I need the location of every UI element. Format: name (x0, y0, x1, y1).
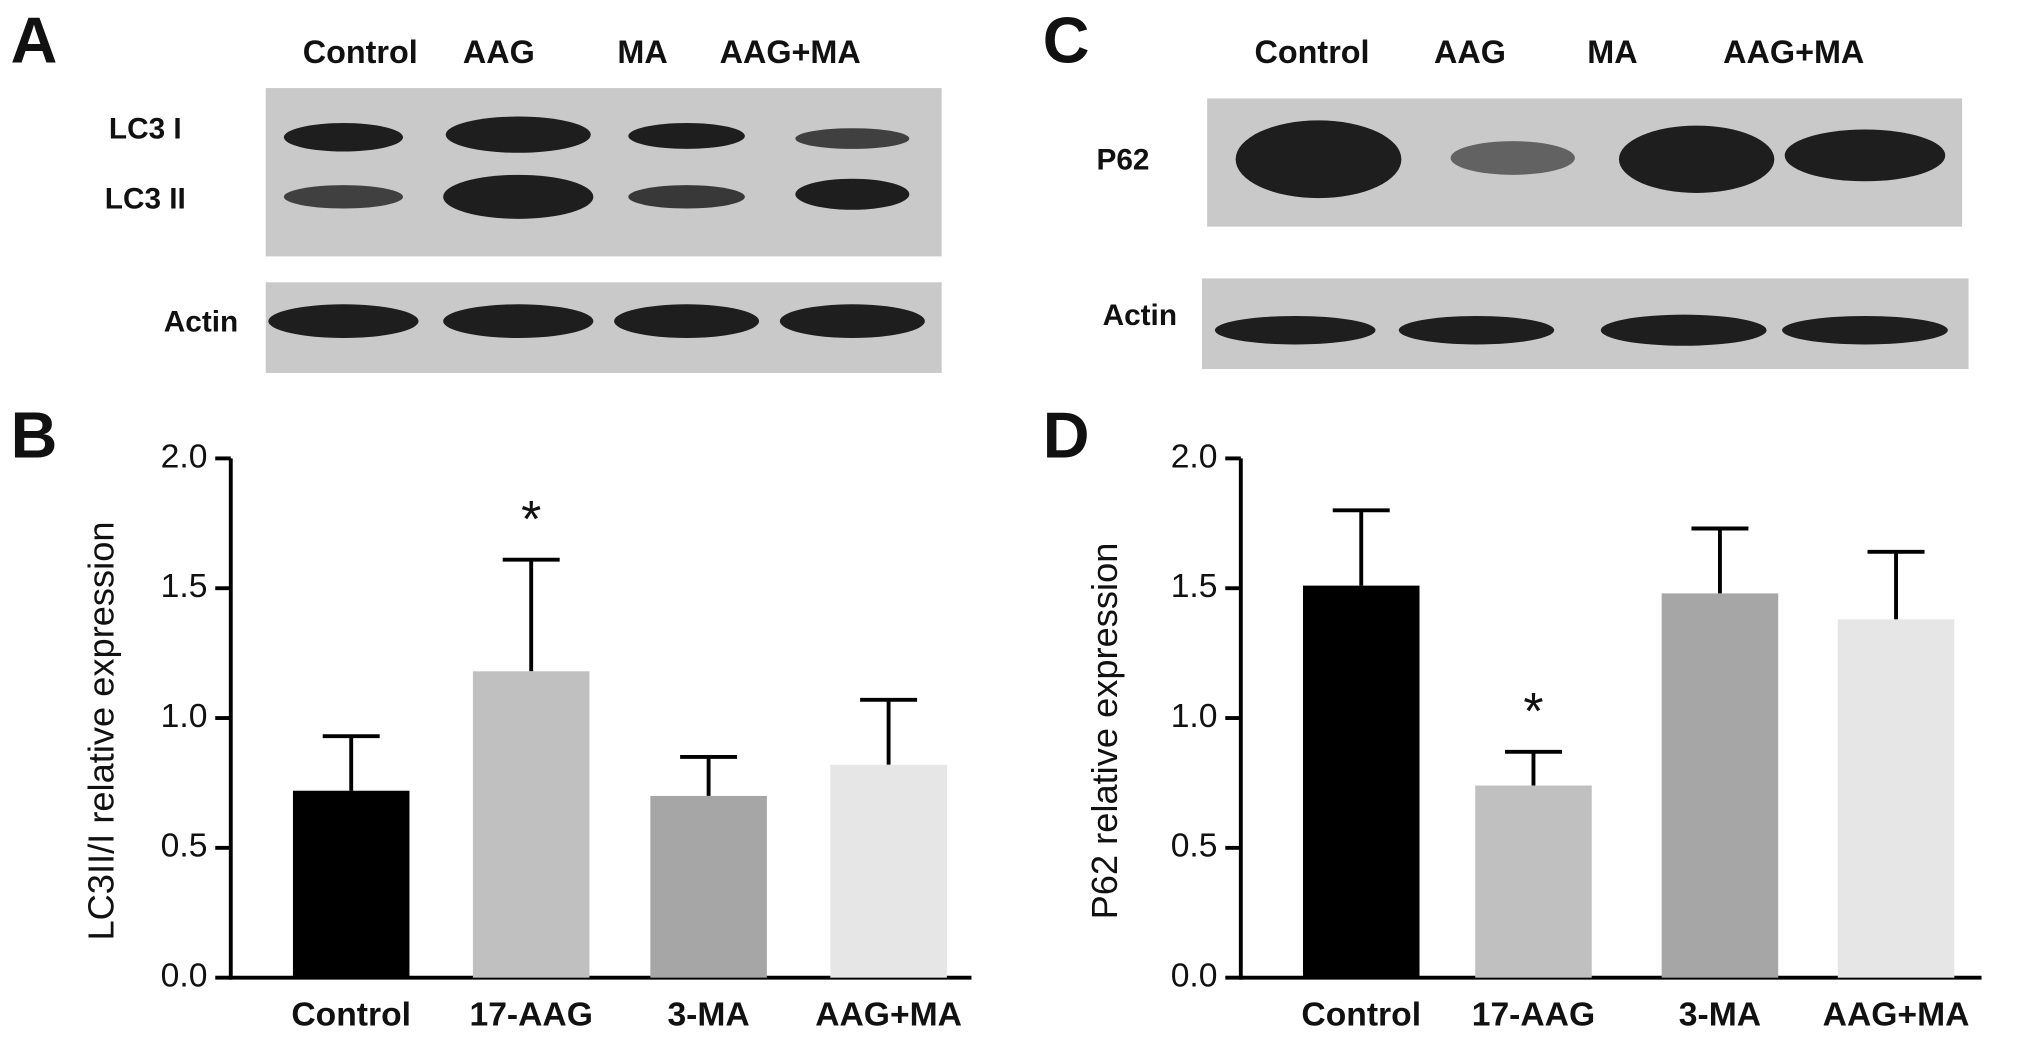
annotation: * (1523, 682, 1543, 740)
band (443, 174, 594, 219)
y-axis-title: P62 relative expression (1084, 543, 1125, 920)
panel-letter: B (11, 398, 58, 471)
x-tick-label: 17-AAG (1472, 996, 1595, 1033)
lane-label: Control (303, 34, 418, 70)
band (443, 304, 594, 338)
x-tick-label: AAG+MA (1823, 996, 1970, 1033)
y-axis-title: LC3II/I relative expression (80, 521, 121, 940)
row-label: LC3 I (109, 113, 182, 146)
bar (1475, 785, 1592, 978)
y-tick-label: 1.0 (161, 698, 208, 735)
bar (1837, 619, 1955, 978)
blot-a: Control AAG MA AAG+MA LC3 I LC3 II Actin (105, 34, 942, 373)
y-tick-label: 0.5 (1171, 828, 1218, 865)
band (795, 128, 910, 149)
band (445, 116, 591, 153)
lane-label: Control (1255, 34, 1370, 70)
bar (650, 795, 767, 978)
band (628, 185, 745, 209)
y-tick-label: 1.5 (1171, 568, 1218, 605)
y-tick-label: 1.0 (1171, 698, 1218, 735)
y-tick-label: 0.0 (161, 958, 208, 995)
band (283, 185, 404, 209)
band (1782, 315, 1948, 345)
bar (472, 671, 590, 978)
band (1450, 141, 1575, 175)
bar (1302, 585, 1420, 978)
row-label: Actin (1103, 299, 1177, 332)
lane-label: AAG+MA (720, 34, 861, 70)
row-label: LC3 II (105, 183, 186, 216)
x-tick-label: AAG+MA (815, 996, 962, 1033)
lane-label: MA (1587, 34, 1637, 70)
y-tick-label: 0.0 (1171, 958, 1218, 995)
band (1235, 120, 1402, 199)
band (1618, 125, 1775, 193)
bar (830, 764, 947, 978)
band (779, 304, 925, 338)
lane-label: AAG (1434, 34, 1506, 70)
panel-letter: C (1043, 3, 1090, 76)
row-label: Actin (164, 306, 238, 339)
annotation: * (521, 490, 541, 548)
membrane (265, 88, 942, 257)
band (283, 123, 404, 152)
x-tick-label: 3-MA (667, 996, 749, 1033)
x-tick-label: 3-MA (1679, 996, 1761, 1033)
x-tick-label: Control (1301, 996, 1421, 1033)
band (1600, 314, 1767, 346)
band (628, 123, 745, 149)
lane-label: MA (617, 34, 667, 70)
band (268, 304, 419, 338)
band (1784, 129, 1946, 182)
band (1214, 315, 1376, 345)
bar (1661, 593, 1779, 978)
blot-c: Control AAG MA AAG+MA P62 Actin (1096, 34, 1969, 370)
y-tick-label: 1.5 (161, 568, 208, 605)
row-label: P62 (1096, 144, 1149, 177)
x-tick-label: 17-AAG (469, 996, 592, 1033)
band (614, 304, 760, 338)
y-tick-label: 0.5 (161, 828, 208, 865)
bar (292, 790, 410, 978)
panel-letter: D (1043, 398, 1090, 471)
band (795, 178, 910, 210)
band (1398, 315, 1555, 345)
y-tick-label: 2.0 (1171, 438, 1218, 475)
x-tick-label: Control (291, 996, 411, 1033)
panel-letter: A (11, 3, 58, 76)
lane-label: AAG+MA (1723, 34, 1864, 70)
lane-label: AAG (463, 34, 535, 70)
y-tick-label: 2.0 (161, 438, 208, 475)
